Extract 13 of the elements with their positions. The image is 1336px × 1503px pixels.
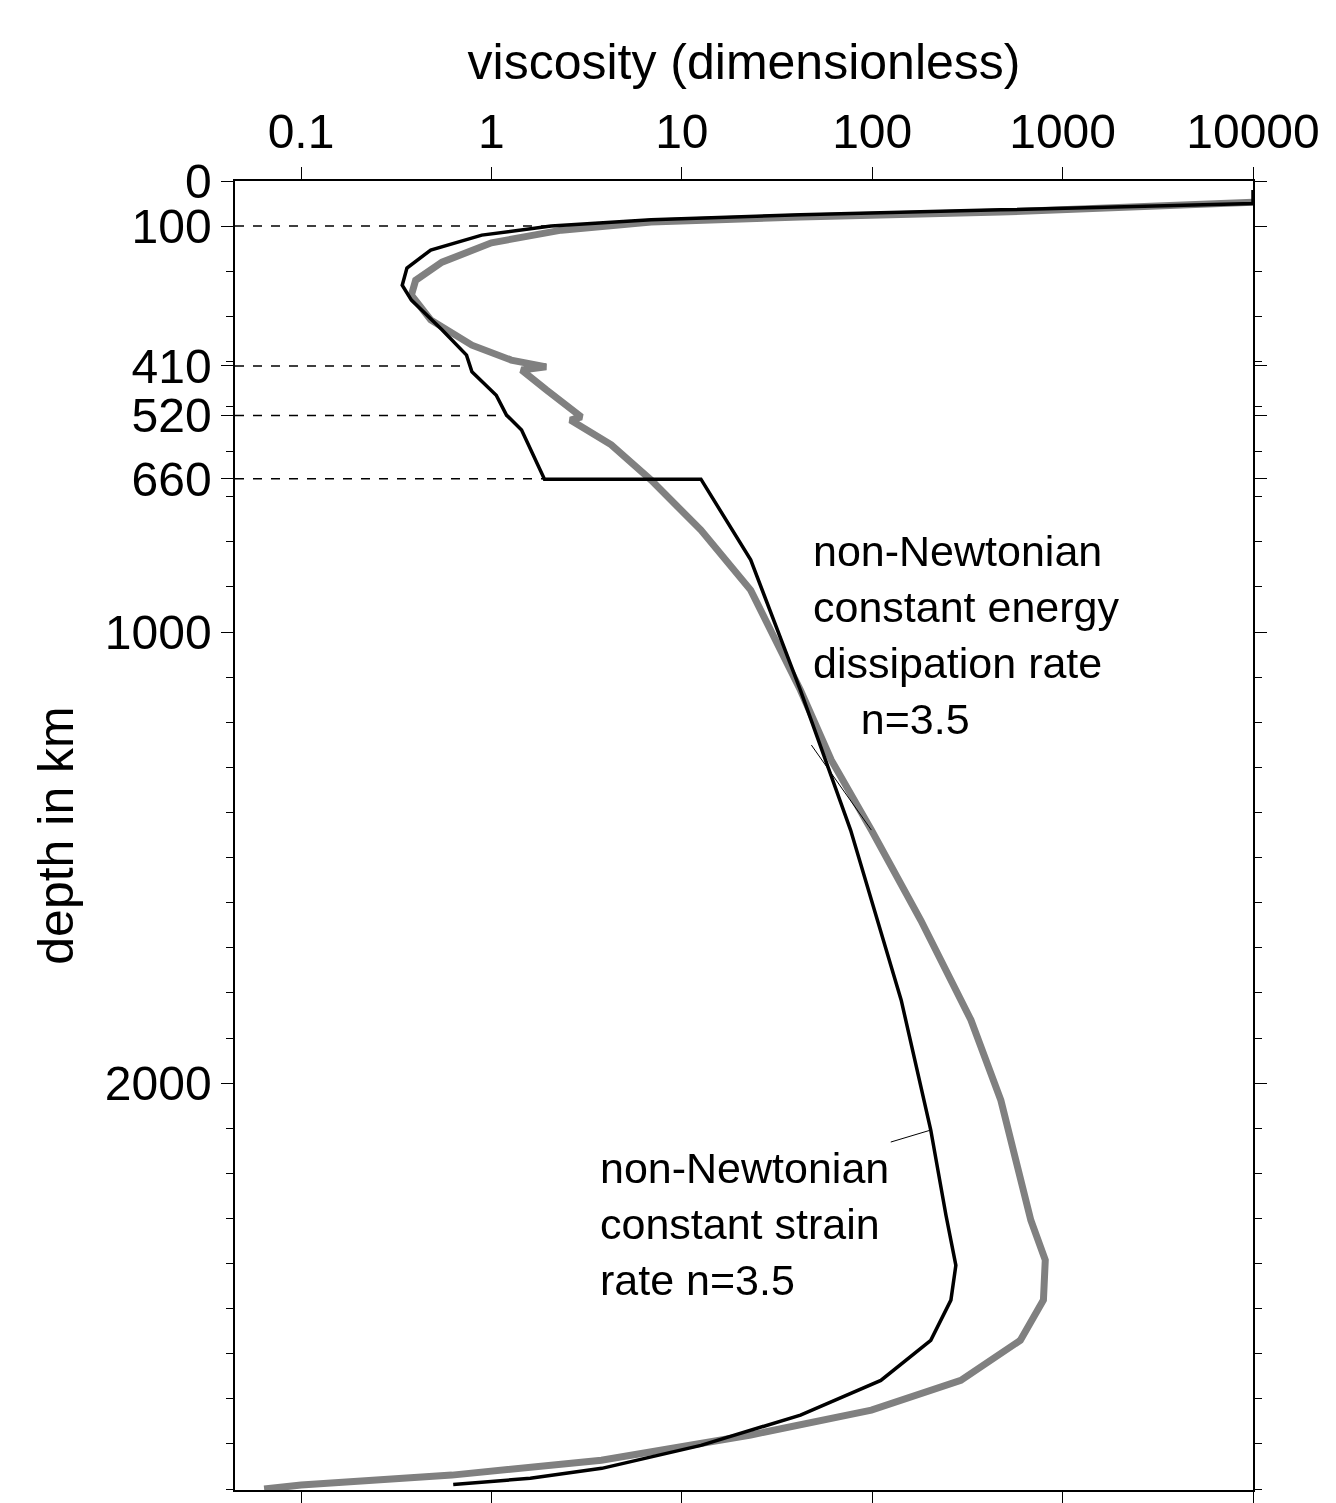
y-tick-label: 1000 — [104, 605, 212, 659]
x-axis-title: viscosity (dimensionless) — [467, 33, 1021, 90]
y-tick-label: 2000 — [104, 1056, 212, 1110]
x-tick-label: 1 — [478, 105, 505, 159]
x-tick-label: 100 — [832, 105, 913, 159]
y-axis-title: depth in km — [28, 706, 85, 965]
annotation: non-Newtonian constant strain rate n=3.5 — [600, 1144, 890, 1304]
x-tick-label: 10 — [655, 105, 709, 159]
x-tick-label: 1000 — [1009, 105, 1116, 159]
y-tick-label: 660 — [131, 452, 212, 506]
annotation: non-Newtonian constant energy dissipation rate n=3.5 — [813, 527, 1120, 743]
x-tick-label: 0.1 — [267, 105, 335, 159]
x-tick-label: 10000 — [1186, 105, 1320, 159]
